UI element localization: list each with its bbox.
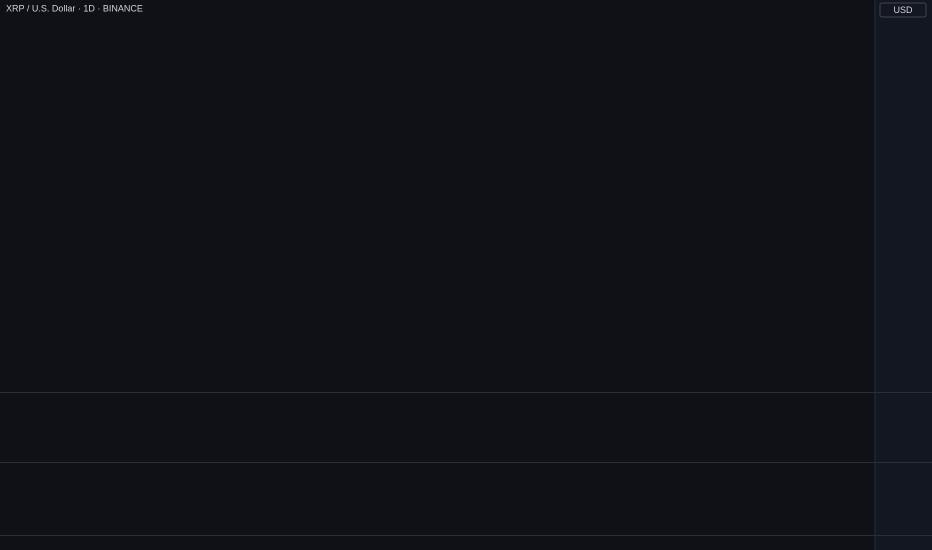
price-axis-bg	[875, 0, 932, 550]
currency-box[interactable]	[879, 2, 927, 18]
currency[interactable]: USD	[893, 5, 913, 15]
chart-title: XRP / U.S. Dollar · 1D · BINANCE	[6, 3, 143, 13]
